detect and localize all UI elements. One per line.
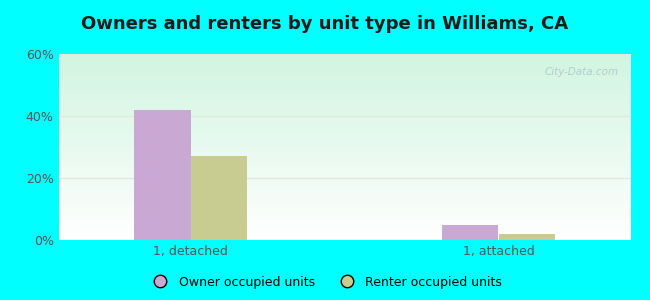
- Bar: [190, 156, 247, 240]
- Bar: [442, 224, 499, 240]
- Legend: Owner occupied units, Renter occupied units: Owner occupied units, Renter occupied un…: [143, 271, 507, 294]
- Text: City-Data.com: City-Data.com: [545, 67, 619, 77]
- Bar: [134, 110, 190, 240]
- Bar: [499, 234, 555, 240]
- Text: Owners and renters by unit type in Williams, CA: Owners and renters by unit type in Willi…: [81, 15, 569, 33]
